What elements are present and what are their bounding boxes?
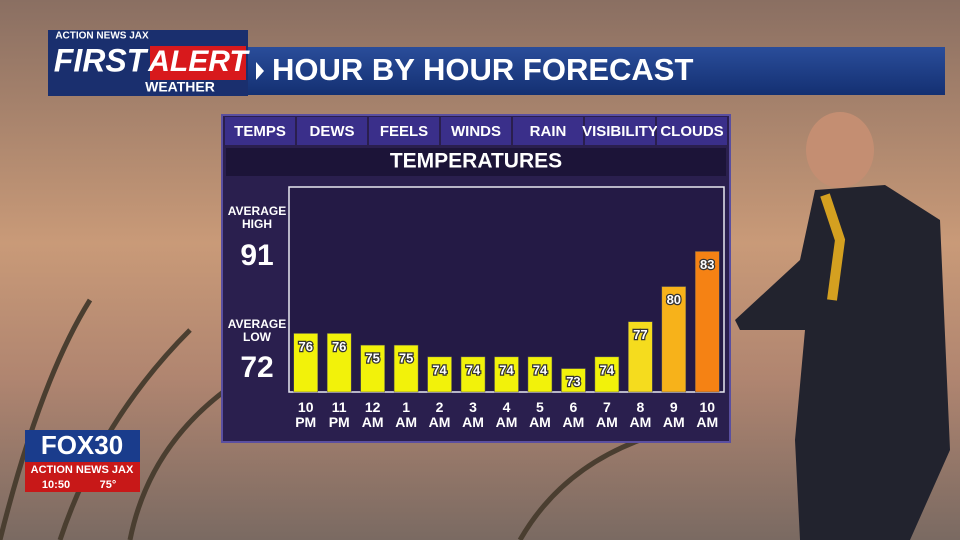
bar: [293, 333, 318, 393]
tab-label: FEELS: [380, 123, 428, 140]
bug-logo: FOX30: [41, 430, 123, 460]
tab-label: RAIN: [530, 123, 567, 140]
bar: [360, 344, 385, 393]
tab[interactable]: [369, 117, 439, 145]
avg-high: 91: [240, 239, 274, 272]
x-tick-label: 6 AM: [562, 399, 585, 430]
x-tick-label: 7 AM: [595, 399, 618, 430]
tab[interactable]: [585, 117, 655, 145]
tab[interactable]: [297, 117, 367, 145]
chart-title: TEMPERATURES: [390, 150, 562, 173]
bar-value: 76: [298, 339, 312, 354]
logo-alert: ALERT: [147, 45, 250, 78]
title-bar: [226, 148, 726, 176]
avg-low-label: AVERAGE LOW: [227, 317, 287, 344]
bar: [628, 321, 653, 393]
bar-value: 74: [432, 362, 447, 377]
bar-value: 76: [332, 339, 346, 354]
bug-temp: 75°: [100, 479, 117, 491]
header-title: HOUR BY HOUR FORECAST: [272, 52, 693, 87]
bar-value: 75: [399, 351, 413, 366]
logo-first: FIRST: [54, 42, 149, 78]
tab-label: TEMPS: [234, 123, 286, 140]
x-tick-label: 12 AM: [361, 399, 384, 430]
x-tick-label: 2 AM: [428, 399, 451, 430]
x-tick-label: 1 AM: [395, 399, 417, 430]
avg-high-label: AVERAGE HIGH: [227, 204, 287, 231]
tab-label: VISIBILITY: [582, 123, 658, 140]
bar: [494, 356, 519, 393]
bar: [594, 356, 620, 393]
bar: [460, 356, 486, 393]
arrow: [256, 62, 264, 80]
presenter-suit: [735, 185, 950, 540]
x-tick-label: 5 AM: [529, 399, 551, 430]
x-tick-label: 9 AM: [662, 399, 685, 430]
avg-low: 72: [240, 351, 274, 384]
station: ACTION NEWS JAX: [55, 31, 149, 42]
bug-logo-box: [25, 430, 140, 462]
x-tick-label: 10 AM: [696, 399, 719, 430]
x-tick-label: 11 PM: [328, 399, 350, 430]
x-tick-label: 8 AM: [629, 399, 652, 430]
logo-weather: WEATHER: [145, 79, 215, 95]
x-tick-label: 4 AM: [495, 399, 518, 430]
tab-label: DEWS: [310, 123, 355, 140]
bar: [393, 344, 419, 393]
bar: [326, 333, 352, 393]
tab[interactable]: [441, 117, 511, 145]
bug-red: [25, 462, 140, 492]
tab[interactable]: [657, 117, 727, 145]
bar: [561, 368, 586, 393]
presenter-head: [806, 112, 874, 188]
bar: [427, 356, 452, 393]
bar-value: 75: [365, 351, 379, 366]
bar-value: 80: [667, 292, 681, 307]
bar-value: 83: [700, 257, 714, 272]
tab-label: WINDS: [451, 123, 501, 140]
bar-value: 77: [633, 327, 647, 342]
bug-time: 10:50: [42, 479, 70, 491]
bar: [527, 356, 553, 393]
foliage: [0, 298, 641, 540]
presenter-tie: [820, 193, 846, 301]
x-tick-label: 10 PM: [295, 399, 317, 430]
bar: [661, 286, 687, 393]
bar: [695, 251, 720, 393]
x-tick-label: 3 AM: [462, 399, 484, 430]
bar-value: 73: [566, 374, 580, 389]
bar-value: 74: [466, 362, 481, 377]
bug-station: ACTION NEWS JAX: [31, 464, 134, 476]
tab[interactable]: [225, 117, 295, 145]
tab[interactable]: [513, 117, 583, 145]
bar-value: 74: [499, 362, 514, 377]
tab-label: CLOUDS: [660, 123, 723, 140]
logo-red: [150, 46, 246, 80]
bar-value: 74: [600, 362, 615, 377]
header-bar: [240, 47, 945, 95]
bar-value: 74: [533, 362, 548, 377]
